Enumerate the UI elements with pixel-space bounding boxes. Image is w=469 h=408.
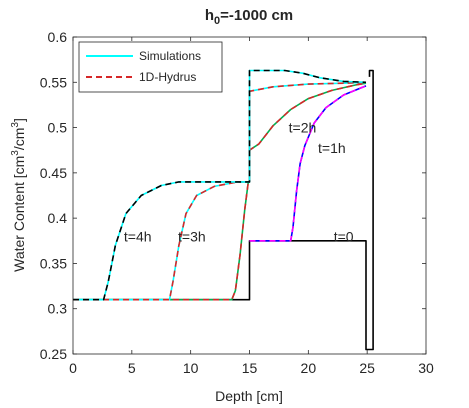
annotation-layer: t=4h t=3h t=2ht=1h t=0 bbox=[124, 120, 354, 245]
legend-label-simulations: Simulations bbox=[139, 49, 201, 63]
y-tick-label: 0.6 bbox=[48, 29, 68, 45]
series-layer bbox=[73, 69, 374, 351]
time-annotation: t=1h bbox=[318, 140, 346, 156]
x-tick-label: 15 bbox=[242, 360, 258, 376]
x-tick-label: 30 bbox=[418, 360, 434, 376]
y-tick-label: 0.25 bbox=[40, 346, 67, 362]
legend-label-1d-hydrus: 1D-Hydrus bbox=[139, 70, 196, 84]
y-tick-label: 0.35 bbox=[40, 255, 67, 271]
x-tick-label: 5 bbox=[128, 360, 136, 376]
time-annotation: t=3h bbox=[178, 228, 206, 244]
series-line-t3h-overlay bbox=[73, 81, 367, 301]
x-tick-label: 20 bbox=[301, 360, 317, 376]
legend-box bbox=[78, 41, 223, 93]
title-subscript: 0 bbox=[214, 15, 220, 27]
series-line-t0 bbox=[73, 69, 374, 351]
x-axis-label: Depth [cm] bbox=[215, 388, 283, 404]
y-axis-label: Water Content [cm3/cm3] bbox=[10, 118, 27, 272]
ylabel-sup1: 3 bbox=[10, 150, 21, 156]
y-tick-label: 0.5 bbox=[48, 120, 68, 136]
title-base: h bbox=[205, 7, 214, 24]
time-annotation: t=2h bbox=[289, 120, 317, 136]
series-line-t4h-overlay bbox=[73, 69, 367, 301]
chart-title: h0=-1000 cm bbox=[205, 7, 293, 27]
time-annotation: t=4h bbox=[124, 228, 152, 244]
time-annotation: t=0 bbox=[334, 228, 354, 244]
x-tick-label: 10 bbox=[183, 360, 199, 376]
y-tick-label: 0.3 bbox=[48, 301, 68, 317]
ylabel-a: Water Content [cm bbox=[11, 156, 27, 272]
legend: Simulations 1D-Hydrus bbox=[78, 41, 223, 93]
ylabel-sup2: 3 bbox=[10, 122, 21, 128]
ylabel-c: ] bbox=[11, 118, 27, 122]
x-tick-label: 0 bbox=[69, 360, 77, 376]
series-line-t1h-overlay bbox=[249, 85, 367, 242]
title-rest: =-1000 cm bbox=[220, 7, 293, 24]
y-tick-label: 0.45 bbox=[40, 165, 67, 181]
x-tick-label: 25 bbox=[359, 360, 375, 376]
y-tick-label: 0.4 bbox=[48, 210, 68, 226]
y-tick-label: 0.55 bbox=[40, 74, 67, 90]
axes-layer: 0 5 10 15 20 25 30 0.25 0.3 0.35 0.4 0.45 0.5 0.55 0.6 bbox=[40, 29, 434, 376]
ylabel-b: /cm bbox=[11, 128, 27, 151]
